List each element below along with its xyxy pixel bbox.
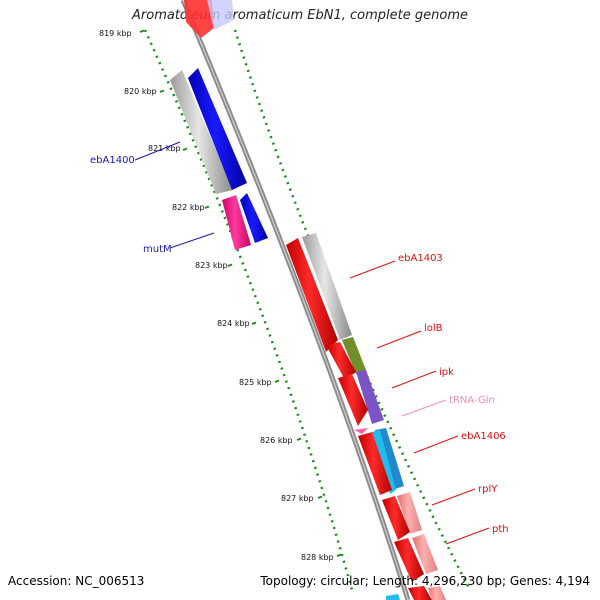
label-ebA1406[interactable]: ebA1406	[461, 431, 506, 442]
genome-backbone-highlight	[182, 0, 409, 600]
ruler-tick	[182, 147, 188, 151]
gene-ebA1400[interactable]	[170, 70, 233, 194]
ruler-label: 820 kbp	[124, 87, 157, 96]
callout-line-tRNA-Gln	[401, 399, 447, 417]
ruler-label: 823 kbp	[195, 261, 228, 270]
ruler-tick	[296, 437, 302, 441]
topology-text: Topology: circular; Length: 4,296,230 bp…	[260, 574, 590, 588]
gene-bottom[interactable]	[428, 586, 446, 600]
gene-ipk[interactable]	[356, 370, 384, 424]
ruler-tick	[251, 321, 257, 325]
gene-mutM[interactable]	[222, 195, 251, 250]
label-ipk[interactable]: ipk	[439, 367, 454, 378]
gene-ebA1403[interactable]	[302, 233, 352, 340]
callout-line-ipk	[391, 370, 437, 389]
ruler-tick	[274, 379, 280, 383]
ruler-label: 825 kbp	[239, 378, 272, 387]
cds-lolB[interactable]	[326, 342, 356, 380]
cds-rplY[interactable]	[382, 496, 410, 540]
cds-pth[interactable]	[394, 538, 424, 582]
cds-ebA1406[interactable]	[358, 432, 392, 495]
ruler-tick	[159, 89, 165, 93]
gene-lolB[interactable]	[342, 337, 366, 374]
callout-line-ebA1406	[413, 435, 459, 454]
ruler-label: 822 kbp	[172, 203, 205, 212]
cds-mutM[interactable]	[240, 193, 268, 243]
cds-ipk[interactable]	[338, 374, 368, 426]
callout-line-mutM	[169, 232, 215, 249]
callout-line-ebA1403	[349, 260, 396, 279]
ruler-label: 826 kbp	[260, 436, 293, 445]
genome-backbone	[180, 0, 411, 600]
callout-line-rplY	[431, 488, 476, 506]
accession-text: Accession: NC_006513	[8, 574, 145, 588]
cds-bottom[interactable]	[408, 586, 432, 600]
cds-top-red[interactable]	[184, 0, 214, 38]
ruler-tick	[139, 29, 145, 33]
trna-Gln[interactable]	[354, 428, 368, 434]
label-mutM[interactable]: mutM	[143, 244, 172, 255]
callout-line-lolB	[376, 330, 422, 349]
ruler-tick	[317, 495, 323, 499]
callout-line-pth	[445, 527, 490, 545]
callout-line-ebA1400	[134, 141, 181, 161]
ruler-tick	[204, 205, 210, 209]
gene-rplY[interactable]	[397, 492, 422, 534]
ruler-label: 819 kbp	[99, 29, 132, 38]
label-tRNA-Gln[interactable]: tRNA-Gln	[449, 395, 495, 406]
gene-pth[interactable]	[412, 534, 438, 574]
label-pth[interactable]: pth	[492, 524, 509, 535]
label-rplY[interactable]: rplY	[478, 484, 498, 495]
label-lolB[interactable]: lolB	[424, 323, 443, 334]
cds-ebA1400[interactable]	[188, 68, 247, 190]
ruler-label: 827 kbp	[281, 494, 314, 503]
gene-top-faded[interactable]	[207, 0, 234, 30]
gene-ebA1406-alt[interactable]	[372, 430, 396, 494]
cds-ebA1403[interactable]	[286, 238, 338, 352]
gene-bottom-cyan[interactable]	[386, 594, 400, 600]
label-ebA1400[interactable]: ebA1400	[90, 155, 135, 166]
inner-track-dots	[233, 29, 472, 591]
ruler-label: 824 kbp	[217, 319, 250, 328]
ruler-tick	[336, 553, 342, 557]
label-ebA1403[interactable]: ebA1403	[398, 253, 443, 264]
ruler-label: 828 kbp	[301, 553, 334, 562]
ruler-tick	[227, 263, 233, 267]
